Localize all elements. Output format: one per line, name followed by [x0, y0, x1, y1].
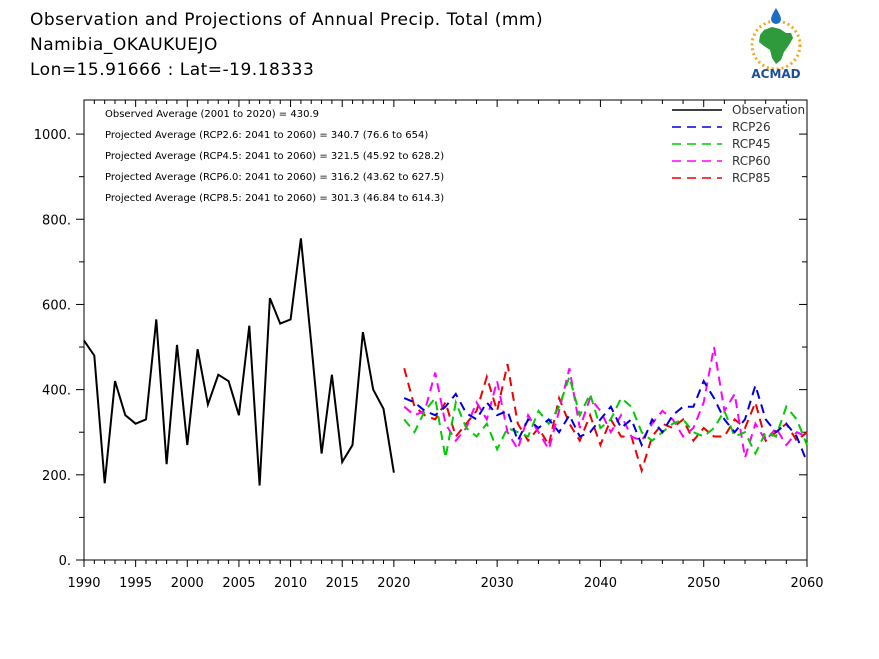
rcp85-average-text: Projected Average (RCP8.5: 2041 to 2060)… — [105, 193, 444, 204]
series-line-rcp45 — [403, 373, 808, 458]
observed-average-text: Observed Average (2001 to 2020) = 430.9 — [105, 109, 319, 120]
y-tick-label: 800. — [42, 213, 71, 228]
legend-label-rcp60: RCP60 — [732, 154, 771, 168]
x-tick-label: 2050 — [687, 576, 720, 591]
africa-map-icon — [759, 27, 793, 64]
series-line-rcp26 — [403, 378, 808, 463]
x-tick-label: 2015 — [326, 576, 359, 591]
series-layer — [83, 238, 808, 486]
series-line-observation — [83, 238, 395, 486]
acmad-logo: ACMAD — [750, 8, 802, 81]
x-axis: 1990 1995 2000 2005 2010 2015 2020 2030 2040 2050… — [67, 100, 824, 591]
series-line-rcp85 — [403, 363, 808, 475]
station-name: Namibia_OKAUKUEJO — [30, 35, 218, 55]
x-tick-label: 2030 — [481, 576, 514, 591]
legend-label-rcp85: RCP85 — [732, 171, 771, 185]
x-tick-label: 1995 — [119, 576, 152, 591]
x-tick-label: 2005 — [222, 576, 255, 591]
y-tick-label: 1000. — [34, 128, 71, 143]
sun-rays-icon — [750, 19, 802, 71]
water-drop-icon — [771, 8, 781, 24]
y-axis: 0. 200. 400. 600. 800. 1000. — [34, 128, 807, 569]
chart-title: Observation and Projections of Annual Pr… — [30, 10, 543, 30]
station-coordinates: Lon=15.91666 : Lat=-19.18333 — [30, 60, 314, 80]
y-tick-label: 600. — [42, 298, 71, 313]
y-tick-label: 0. — [59, 554, 71, 569]
legend-label-rcp26: RCP26 — [732, 120, 771, 134]
legend-label-rcp45: RCP45 — [732, 137, 771, 151]
series-line-rcp60 — [403, 346, 808, 459]
plot-frame — [83, 99, 808, 561]
y-tick-label: 200. — [42, 469, 71, 484]
annotation-block: Observed Average (2001 to 2020) = 430.9 … — [105, 109, 444, 204]
x-tick-label: 2020 — [377, 576, 410, 591]
x-tick-label: 2040 — [584, 576, 617, 591]
y-tick-label: 400. — [42, 384, 71, 399]
x-tick-label: 2000 — [171, 576, 204, 591]
rcp45-average-text: Projected Average (RCP4.5: 2041 to 2060)… — [105, 151, 444, 162]
rcp26-average-text: Projected Average (RCP2.6: 2041 to 2060)… — [105, 130, 428, 141]
x-tick-label: 2060 — [790, 576, 823, 591]
logo-text: ACMAD — [751, 67, 800, 81]
legend-label-observation: Observation — [732, 103, 805, 117]
legend: Observation RCP26 RCP45 RCP60 RCP85 — [672, 103, 805, 185]
x-tick-label: 1990 — [67, 576, 100, 591]
rcp60-average-text: Projected Average (RCP6.0: 2041 to 2060)… — [105, 172, 444, 183]
x-tick-label: 2010 — [274, 576, 307, 591]
